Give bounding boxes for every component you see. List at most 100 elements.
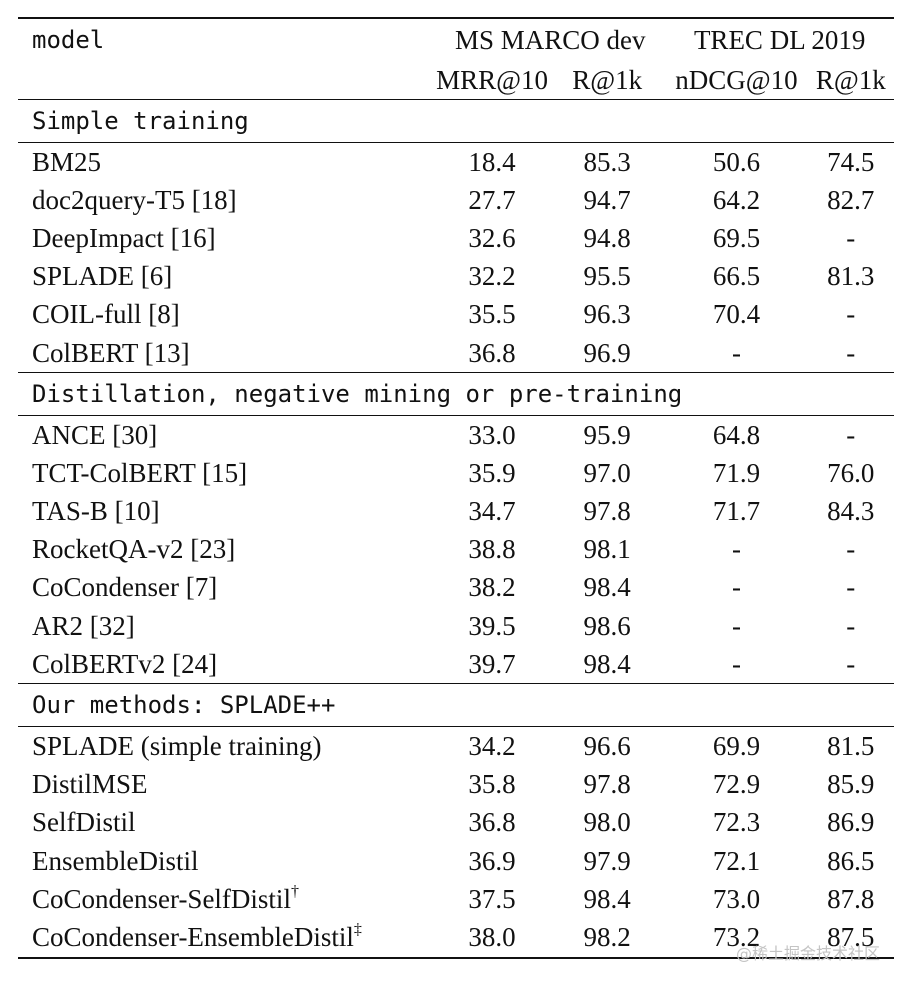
table-row: TCT-ColBERT [15] 35.9 97.0 71.9 76.0	[18, 454, 894, 492]
footnote-mark: ‡	[353, 920, 362, 938]
value-cell: -	[731, 534, 741, 565]
model-name: RocketQA-v2 [23]	[32, 534, 236, 565]
model-name: ANCE [30]	[32, 419, 158, 450]
value-cell: -	[846, 572, 856, 603]
value-cell: 32.6	[468, 222, 516, 253]
value-cell: 66.5	[712, 261, 761, 292]
model-name-cell: BM25	[18, 143, 435, 182]
section-header-row: Distillation, negative mining or pre-tra…	[18, 372, 894, 416]
value-cell: 98.6	[583, 610, 631, 641]
model-name-cell: doc2query-T5 [18]	[18, 181, 435, 219]
model-name: ColBERT [13]	[32, 337, 190, 368]
model-name: SPLADE (simple training)	[32, 731, 322, 762]
model-name-cell: SPLADE [6]	[18, 258, 435, 296]
value-cell: 71.9	[712, 457, 761, 488]
model-name-cell: RocketQA-v2 [23]	[18, 531, 435, 569]
model-name-cell: DistilMSE	[18, 766, 435, 804]
model-name: TAS-B [10]	[32, 496, 160, 527]
value-cell: 97.8	[583, 769, 631, 800]
value-cell: -	[846, 610, 856, 641]
model-name-cell: ColBERTv2 [24]	[18, 645, 435, 684]
value-cell: 98.0	[583, 807, 631, 838]
value-cell: 73.2	[712, 921, 761, 952]
value-cell: -	[731, 610, 741, 641]
value-cell: -	[731, 648, 741, 679]
model-name: BM25	[32, 146, 102, 177]
value-cell: 76.0	[827, 457, 875, 488]
value-cell: 96.9	[583, 337, 631, 368]
value-cell: 96.6	[583, 731, 631, 762]
table-row: SPLADE (simple training) 34.2 96.6 69.9 81.5	[18, 726, 894, 766]
model-name: doc2query-T5 [18]	[32, 184, 237, 215]
value-cell: 72.1	[712, 845, 761, 876]
model-name: DistilMSE	[32, 769, 148, 800]
results-table: model MS MARCO dev TREC DL 2019 MRR@10 R…	[18, 17, 894, 959]
value-cell: 97.9	[583, 845, 631, 876]
value-cell: -	[846, 648, 856, 679]
value-cell: 85.3	[583, 146, 631, 177]
model-name-cell: TCT-ColBERT [15]	[18, 454, 435, 492]
header-spacer	[18, 61, 435, 100]
header-group-trec: TREC DL 2019	[693, 24, 866, 55]
value-cell: 70.4	[712, 299, 761, 330]
value-cell: 50.6	[712, 146, 761, 177]
table-row: ColBERTv2 [24] 39.7 98.4 - -	[18, 645, 894, 684]
header-metric: MRR@10	[436, 64, 548, 95]
results-table-container: model MS MARCO dev TREC DL 2019 MRR@10 R…	[18, 17, 894, 959]
model-name-cell: CoCondenser-SelfDistil†	[18, 880, 435, 918]
table-row: CoCondenser-EnsembleDistil‡ 38.0 98.2 73.2 8…	[18, 918, 894, 958]
value-cell: 33.0	[468, 419, 516, 450]
value-cell: 38.8	[468, 534, 516, 565]
value-cell: 96.3	[583, 299, 631, 330]
section-header-row: Simple training	[18, 99, 894, 143]
model-name: CoCondenser [7]	[32, 572, 218, 603]
value-cell: -	[846, 222, 856, 253]
header-model: model	[32, 26, 105, 54]
model-name: TCT-ColBERT [15]	[32, 457, 248, 488]
section-header-row: Our methods: SPLADE++	[18, 683, 894, 727]
value-cell: 98.4	[583, 572, 631, 603]
value-cell: 37.5	[468, 883, 516, 914]
value-cell: 39.5	[468, 610, 516, 641]
table-row: ColBERT [13] 36.8 96.9 - -	[18, 334, 894, 373]
model-name-cell: CoCondenser [7]	[18, 569, 435, 607]
value-cell: 36.8	[468, 807, 516, 838]
model-name: CoCondenser-EnsembleDistil	[32, 921, 354, 952]
table-row: TAS-B [10] 34.7 97.8 71.7 84.3	[18, 493, 894, 531]
model-name-cell: EnsembleDistil	[18, 842, 435, 880]
value-cell: 73.0	[712, 883, 761, 914]
model-name: DeepImpact [16]	[32, 222, 216, 253]
value-cell: 38.2	[468, 572, 516, 603]
value-cell: 95.9	[583, 419, 631, 450]
value-cell: 98.2	[583, 921, 631, 952]
value-cell: -	[846, 337, 856, 368]
value-cell: -	[846, 419, 856, 450]
value-cell: 85.9	[827, 769, 875, 800]
model-name-cell: CoCondenser-EnsembleDistil‡	[18, 918, 435, 957]
header-group-msmarco: MS MARCO dev	[454, 24, 646, 55]
value-cell: 87.8	[827, 883, 875, 914]
table-row: SPLADE [6] 32.2 95.5 66.5 81.3	[18, 258, 894, 296]
value-cell: 32.2	[468, 261, 516, 292]
value-cell: 86.5	[827, 845, 875, 876]
value-cell: 95.5	[583, 261, 631, 292]
value-cell: 97.8	[583, 496, 631, 527]
table-row: EnsembleDistil 36.9 97.9 72.1 86.5	[18, 842, 894, 880]
value-cell: 74.5	[827, 146, 875, 177]
value-cell: -	[846, 534, 856, 565]
section-title: Our methods: SPLADE++	[32, 691, 336, 720]
header-metric: nDCG@10	[675, 64, 798, 95]
model-name-cell: ANCE [30]	[18, 416, 435, 455]
table-row: RocketQA-v2 [23] 38.8 98.1 - -	[18, 531, 894, 569]
model-name-cell: COIL-full [8]	[18, 296, 435, 334]
value-cell: 34.7	[468, 496, 516, 527]
header-metric: R@1k	[815, 64, 886, 95]
value-cell: 36.8	[468, 337, 516, 368]
header-row-metrics: MRR@10 R@1k nDCG@10 R@1k	[18, 61, 894, 100]
value-cell: 34.2	[468, 731, 516, 762]
value-cell: 35.9	[468, 457, 516, 488]
table-row: ANCE [30] 33.0 95.9 64.8 -	[18, 415, 894, 455]
value-cell: 98.4	[583, 648, 631, 679]
value-cell: 64.8	[712, 419, 761, 450]
value-cell: 69.9	[712, 731, 761, 762]
